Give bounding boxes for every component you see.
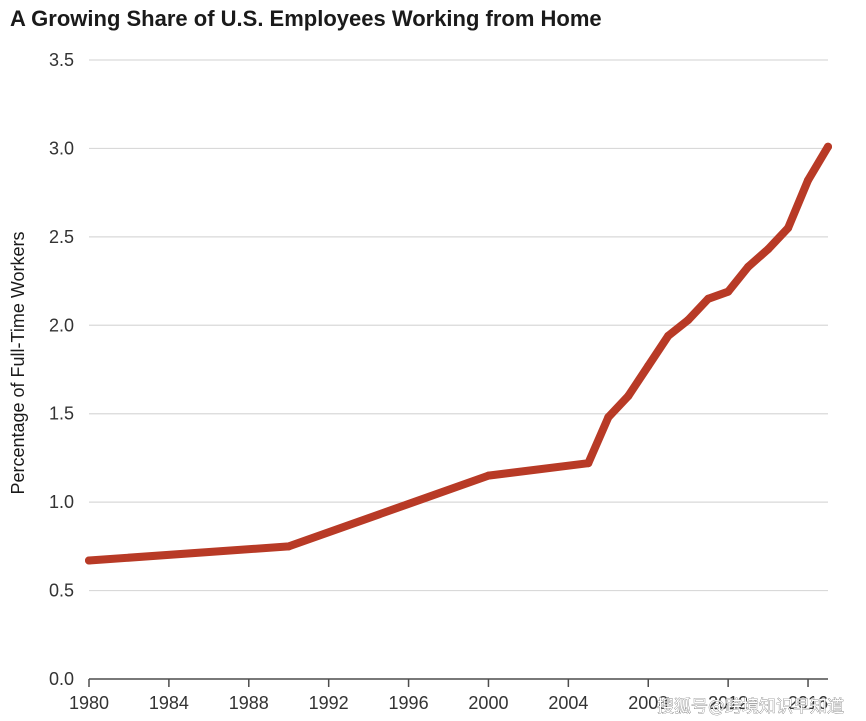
y-tick-label: 3.0 — [49, 138, 74, 158]
data-point-2012 — [724, 287, 733, 296]
x-tick-label: 1996 — [389, 693, 429, 713]
x-tick-label: 2004 — [548, 693, 588, 713]
chart-title: A Growing Share of U.S. Employees Workin… — [10, 6, 602, 31]
watermark: 搜狐号@跨境知识早知道 — [657, 697, 844, 717]
series-line-work-from-home — [85, 142, 832, 565]
y-tick-label: 2.0 — [49, 315, 74, 335]
y-tick-label: 1.5 — [49, 404, 74, 424]
x-tick-label: 2000 — [468, 693, 508, 713]
data-point-2017 — [824, 142, 832, 151]
data-point-2005 — [584, 459, 593, 468]
y-axis-ticks: 0.0 0.5 1.0 1.5 2.0 2.5 3.0 3.5 — [49, 50, 74, 689]
data-point-2009 — [664, 331, 673, 340]
y-tick-label: 1.0 — [49, 492, 74, 512]
data-point-1980 — [85, 556, 93, 565]
y-tick-label: 0.5 — [49, 581, 74, 601]
y-tick-label: 2.5 — [49, 227, 74, 247]
x-tick-label: 2012 — [708, 693, 748, 713]
x-tick-label: 2016 — [788, 693, 828, 713]
data-point-2006 — [604, 413, 613, 422]
x-tick-label: 2008 — [628, 693, 668, 713]
data-point-2015 — [784, 224, 793, 232]
data-point-2014 — [764, 245, 773, 254]
y-tick-label: 3.5 — [49, 50, 74, 70]
data-point-2000 — [484, 471, 493, 480]
x-tick-label: 1984 — [149, 693, 189, 713]
x-tick-label: 1992 — [309, 693, 349, 713]
x-tick-label: 1980 — [69, 693, 109, 713]
data-point-2008 — [644, 362, 653, 370]
series-points — [85, 142, 832, 565]
gridlines — [89, 59, 828, 592]
data-point-2010 — [684, 316, 693, 324]
data-point-2011 — [704, 294, 713, 303]
data-point-1990 — [284, 542, 293, 551]
y-axis-label: Percentage of Full-Time Workers — [8, 231, 28, 494]
data-point-2016 — [804, 176, 812, 185]
data-point-2007 — [624, 392, 633, 400]
y-tick-label: 0.0 — [49, 669, 74, 689]
x-tick-label: 1988 — [229, 693, 269, 713]
x-axis-ticks: 1980 1984 1988 1992 1996 2000 2004 2008 2012 2016 — [69, 679, 828, 713]
data-point-2013 — [744, 262, 753, 271]
